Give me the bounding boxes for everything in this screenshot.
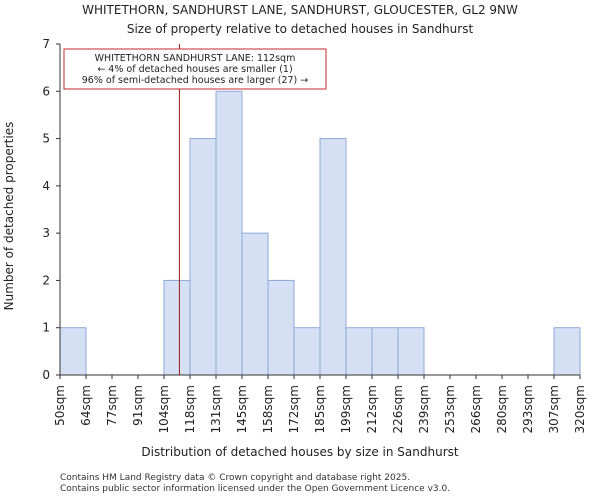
annotation-box: WHITETHORN SANDHURST LANE: 112sqm ← 4% o… [63,48,327,90]
y-tick-label: 6 [42,84,50,98]
bar-212sqm [371,327,399,376]
chart-subtitle: Size of property relative to detached ho… [127,22,474,36]
annotation-border [63,48,327,90]
x-axis: 50sqm 64sqm 77sqm 91sqm 104sqm 118sqm 131sqm 14… [53,374,587,433]
annotation-line-3: 96% of semi-detached houses are larger (… [82,75,309,86]
bar-118sqm [189,138,217,376]
chart-title: WHITETHORN, SANDHURST LANE, SANDHURST, G… [82,3,518,17]
x-axis-label: Distribution of detached houses by size … [141,445,458,459]
x-tick-label: 212sqm [365,385,379,433]
bar-131sqm [215,90,243,376]
bar-199sqm [345,327,373,376]
y-tick-label: 2 [42,273,50,287]
x-tick-label: 293sqm [521,385,535,433]
y-tick-label: 0 [42,368,50,382]
y-tick-label: 1 [42,321,50,335]
y-tick-label: 3 [42,226,50,240]
y-tick-label: 7 [42,37,50,51]
x-tick-label: 50sqm [53,385,67,426]
y-axis-label: Number of detached properties [2,122,16,311]
x-tick-label: 226sqm [391,385,405,433]
x-tick-label: 172sqm [287,385,301,433]
x-tick-label: 131sqm [209,385,223,433]
x-tick-label: 158sqm [261,385,275,433]
x-tick-label: 320sqm [573,385,587,433]
x-tick-label: 145sqm [235,385,249,433]
x-tick-label: 307sqm [547,385,561,433]
footer-licence: Contains public sector information licen… [60,484,451,494]
bar-172sqm [293,327,321,376]
x-tick-label: 104sqm [157,385,171,433]
bar-185sqm [319,138,347,376]
x-tick-label: 91sqm [131,385,145,426]
x-tick-label: 185sqm [313,385,327,433]
bar-226sqm [397,327,425,376]
x-tick-label: 118sqm [183,385,197,433]
bar-307sqm [553,327,581,376]
x-tick-label: 239sqm [417,385,431,433]
bar-158sqm [267,279,295,376]
x-tick-label: 77sqm [105,385,119,426]
annotation-line-2: ← 4% of detached houses are smaller (1) [97,64,292,75]
x-tick-label: 199sqm [339,385,353,433]
x-tick-label: 266sqm [469,385,483,433]
bars-group [59,90,581,376]
bar-50sqm [59,327,87,376]
annotation-line-1: WHITETHORN SANDHURST LANE: 112sqm [95,53,296,64]
x-tick-label: 64sqm [79,385,93,426]
x-tick-label: 280sqm [495,385,509,433]
y-tick-label: 5 [42,132,50,146]
x-tick-label: 253sqm [443,385,457,433]
y-tick-label: 4 [42,179,50,193]
bar-145sqm [241,232,269,376]
y-axis: 0 1 2 3 4 5 6 7 [42,37,61,382]
bar-104sqm [163,279,191,376]
footer-copyright: Contains HM Land Registry data © Crown c… [60,473,411,483]
